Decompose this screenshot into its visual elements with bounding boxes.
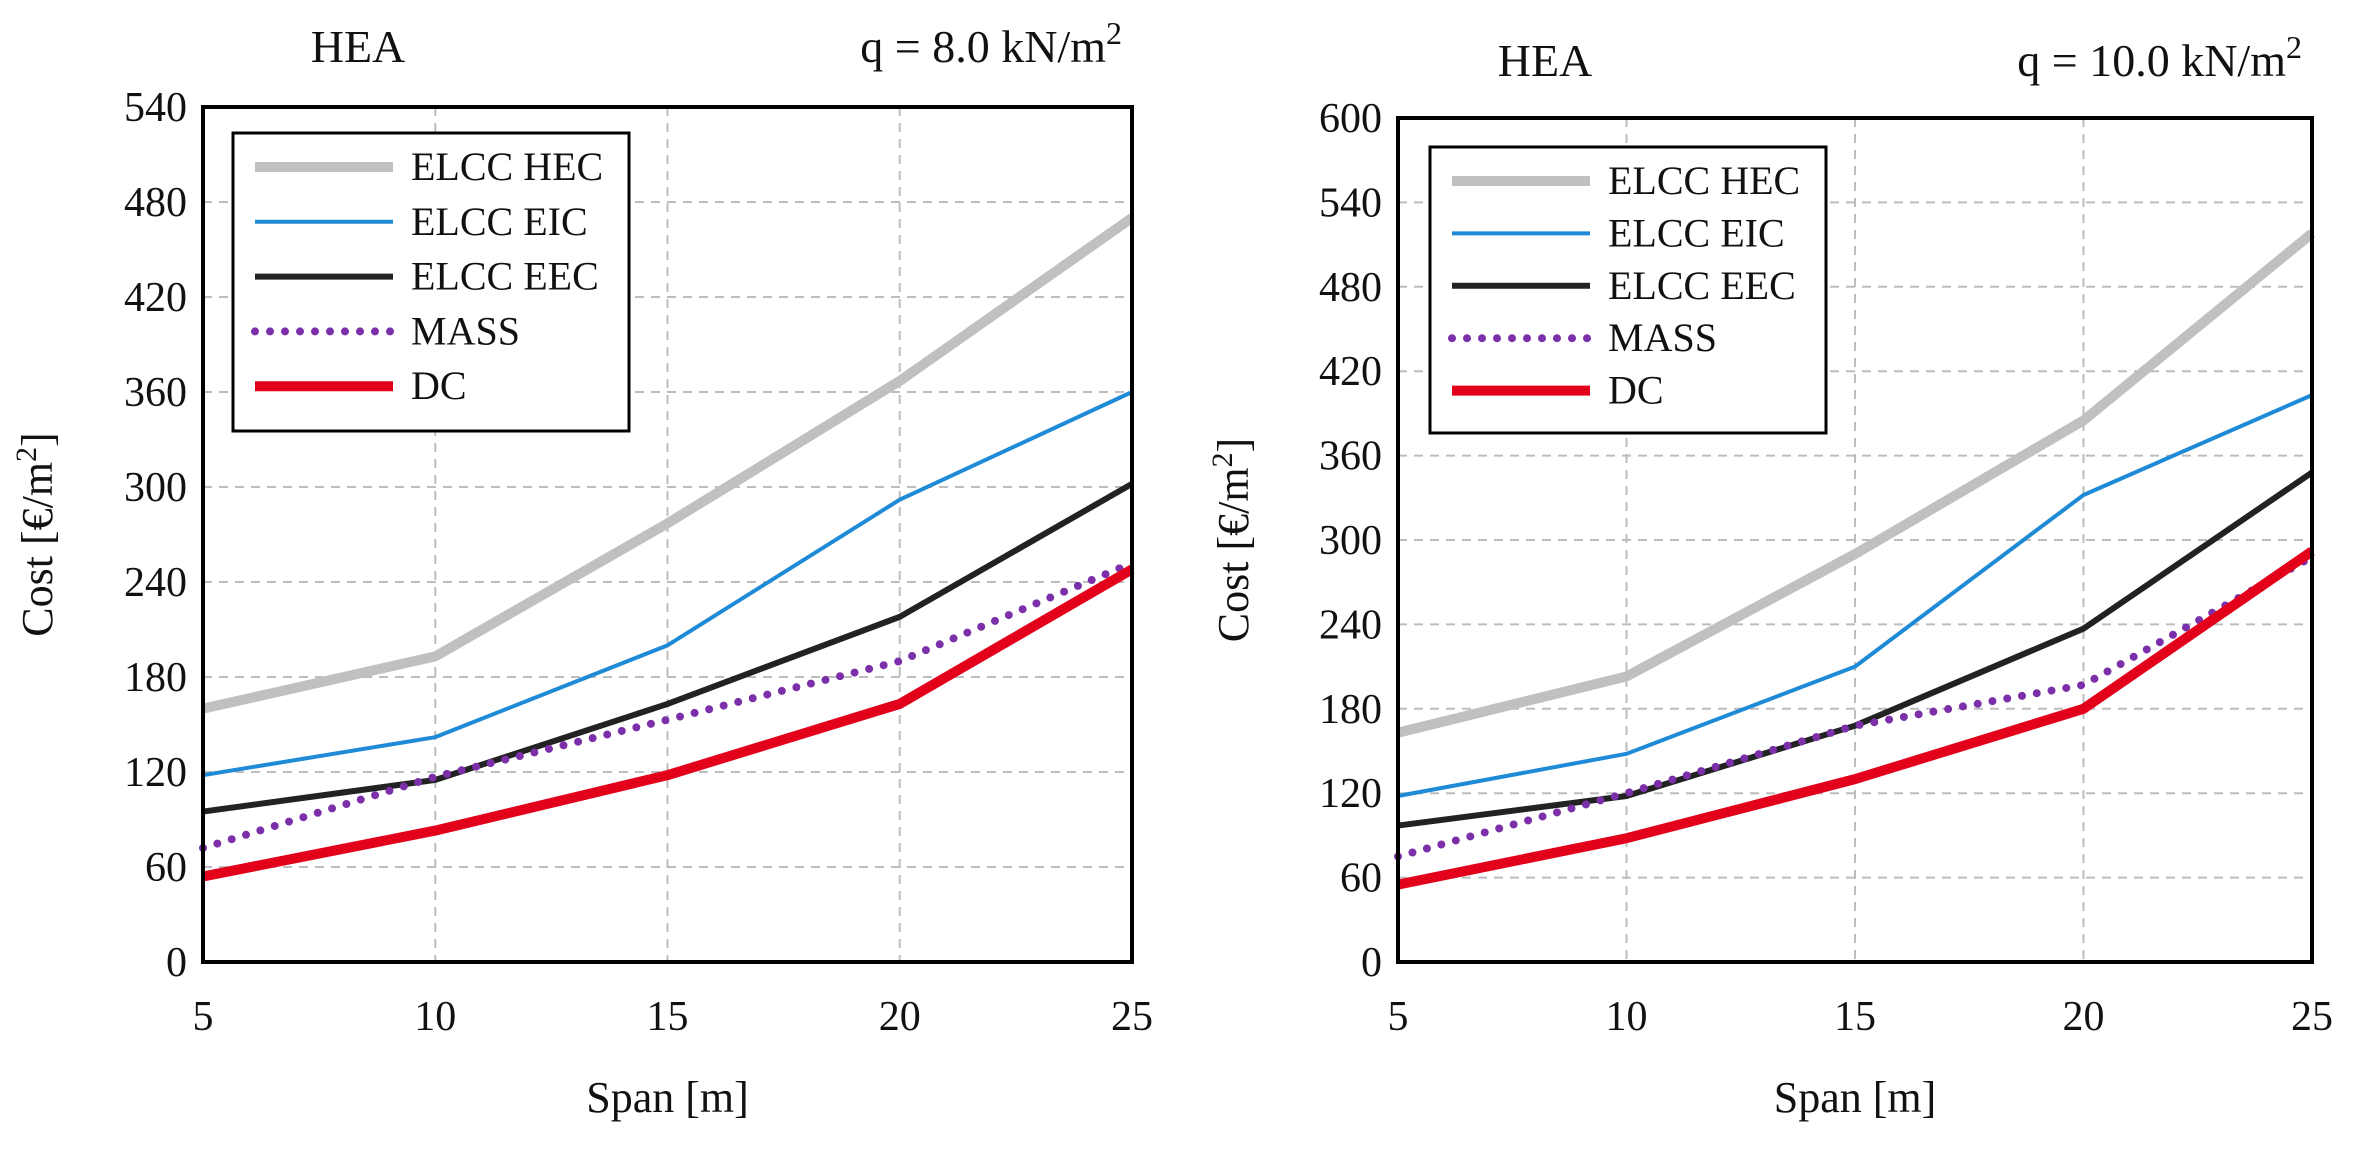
- y-axis-label: Cost [€/m2]: [10, 432, 62, 636]
- series-line-dc: [202, 565, 1135, 882]
- load-label-superscript: 2: [2286, 29, 2302, 65]
- plot-area-frame: [201, 105, 1134, 964]
- x-axis-label: Span [m]: [586, 1073, 749, 1122]
- y-tick-label: 420: [1319, 349, 1382, 395]
- legend-label: DC: [1608, 368, 1664, 413]
- series-line-elcc-eic: [202, 390, 1133, 778]
- load-label: q = 8.0 kN/m2: [860, 15, 1122, 72]
- series-line-mass: [199, 559, 1136, 852]
- y-axis-label-text: Cost [€/m: [13, 462, 62, 637]
- y-tick-label: 120: [124, 750, 187, 796]
- legend-label: ELCC EEC: [1608, 263, 1796, 308]
- series-line-elcc-eic: [1397, 393, 2313, 798]
- y-tick-label: 240: [1319, 602, 1382, 648]
- y-tick-label: 300: [1319, 518, 1382, 564]
- legend-label: ELCC EEC: [411, 254, 599, 299]
- panel-title: HEA: [1498, 35, 1593, 86]
- series-line-elcc-eec: [1397, 470, 2314, 829]
- y-axis-label-superscript: 2: [1206, 452, 1239, 467]
- y-axis-label-text: Cost [€/m: [1209, 467, 1258, 642]
- legend-label: MASS: [1608, 315, 1717, 360]
- legend-item: DC: [255, 363, 467, 408]
- legend-label: ELCC HEC: [1608, 158, 1800, 203]
- legend-label: DC: [411, 363, 467, 408]
- y-axis-label-end: ]: [1209, 438, 1258, 453]
- legend-label: MASS: [411, 308, 520, 353]
- y-axis-label-superscript: 2: [10, 447, 43, 462]
- x-tick-label: 10: [414, 994, 456, 1040]
- y-tick-label: 540: [124, 85, 187, 131]
- chart-panel-2: 0 60 120 180 240 300 360 420 480 540 600 5 10 15 20 25 S…: [1206, 29, 2333, 1122]
- series-line-mass: [1394, 552, 2316, 861]
- x-tick-label: 15: [1834, 994, 1876, 1040]
- y-tick-label: 120: [1319, 771, 1382, 817]
- legend-item: ELCC HEC: [255, 144, 603, 189]
- x-tick-label: 15: [647, 994, 689, 1040]
- y-tick-label: 0: [1361, 940, 1382, 986]
- y-tick-label: 240: [124, 560, 187, 606]
- series-line-elcc-hec: [1396, 229, 2316, 738]
- x-tick-label: 20: [879, 994, 921, 1040]
- legend-item: ELCC EIC: [1452, 210, 1785, 255]
- y-tick-label: 180: [1319, 687, 1382, 733]
- legend-label: ELCC EIC: [1608, 210, 1785, 255]
- load-label-superscript: 2: [1106, 15, 1122, 51]
- y-tick-label: 0: [166, 940, 187, 986]
- y-tick-label: 360: [124, 370, 187, 416]
- x-tick-label: 20: [2063, 994, 2105, 1040]
- plot-area-frame: [1396, 116, 2314, 964]
- load-label-text: q = 10.0 kN/m: [2017, 35, 2286, 86]
- x-tick-label: 25: [1111, 994, 1153, 1040]
- legend: ELCC HEC ELCC EIC ELCC EEC MASS DC: [1428, 145, 1828, 435]
- y-tick-label: 360: [1319, 434, 1382, 480]
- load-label: q = 10.0 kN/m2: [2017, 29, 2302, 86]
- y-tick-label: 540: [1319, 180, 1382, 226]
- legend-item: DC: [1452, 368, 1664, 413]
- x-tick-label: 10: [1606, 994, 1648, 1040]
- y-tick-label: 480: [1319, 265, 1382, 311]
- x-axis-label: Span [m]: [1774, 1073, 1937, 1122]
- y-tick-label: 600: [1319, 96, 1382, 142]
- y-tick-label: 60: [145, 845, 187, 891]
- legend-item: ELCC EEC: [1452, 263, 1796, 308]
- legend-label: ELCC HEC: [411, 144, 603, 189]
- load-label-text: q = 8.0 kN/m: [860, 21, 1106, 72]
- legend: ELCC HEC ELCC EIC ELCC EEC MASS DC: [231, 131, 631, 433]
- legend-item: MASS: [251, 308, 520, 353]
- legend-item: ELCC HEC: [1452, 158, 1800, 203]
- y-axis-label: Cost [€/m2]: [1206, 438, 1258, 642]
- series-line-elcc-hec: [201, 213, 1135, 714]
- x-tick-label: 5: [1388, 994, 1409, 1040]
- y-tick-label: 480: [124, 180, 187, 226]
- x-tick-label: 25: [2291, 994, 2333, 1040]
- y-axis-label-end: ]: [13, 432, 62, 447]
- legend-frame: [1428, 145, 1828, 435]
- y-tick-label: 420: [124, 275, 187, 321]
- y-tick-label: 180: [124, 655, 187, 701]
- legend-item: MASS: [1448, 315, 1717, 360]
- y-tick-label: 60: [1340, 856, 1382, 902]
- legend-label: ELCC EIC: [411, 199, 588, 244]
- series-line-elcc-eec: [202, 481, 1134, 815]
- series-line-dc: [1397, 547, 2315, 890]
- legend-item: ELCC EEC: [255, 254, 599, 299]
- y-tick-label: 300: [124, 465, 187, 511]
- chart-panel-1: 0 60 120 180 240 300 360 420 480 540 5 10 15 20 25 Span…: [10, 15, 1153, 1122]
- x-tick-label: 5: [193, 994, 214, 1040]
- legend-item: ELCC EIC: [255, 199, 588, 244]
- panel-title: HEA: [311, 21, 406, 72]
